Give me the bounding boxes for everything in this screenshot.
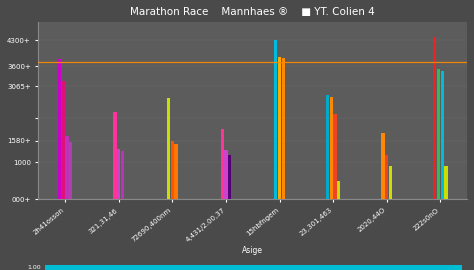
Bar xyxy=(167,98,170,199)
Bar xyxy=(389,166,392,199)
Bar xyxy=(381,133,384,199)
Bar xyxy=(228,155,231,199)
Bar xyxy=(329,97,333,199)
Bar xyxy=(326,95,329,199)
Bar xyxy=(444,166,447,199)
Bar xyxy=(274,40,277,199)
Title: Marathon Race    Mannhaes ®    ■ YT. Colien 4: Marathon Race Mannhaes ® ■ YT. Colien 4 xyxy=(130,7,375,17)
Bar xyxy=(224,150,228,199)
Bar xyxy=(117,149,120,199)
Bar xyxy=(282,58,285,199)
Bar xyxy=(337,181,340,199)
Bar xyxy=(69,142,73,199)
Bar xyxy=(62,81,65,199)
Bar xyxy=(65,136,69,199)
Bar xyxy=(437,69,440,199)
X-axis label: Asige: Asige xyxy=(242,246,263,255)
Bar xyxy=(440,71,444,199)
Bar xyxy=(58,59,61,199)
Bar xyxy=(278,57,281,199)
Bar xyxy=(333,114,337,199)
Bar xyxy=(113,112,117,199)
Bar xyxy=(171,141,174,199)
Bar xyxy=(220,129,224,199)
Text: 1.00: 1.00 xyxy=(27,265,41,270)
Bar xyxy=(433,38,437,199)
Bar xyxy=(385,155,388,199)
Bar xyxy=(121,150,124,199)
Bar xyxy=(174,144,178,199)
